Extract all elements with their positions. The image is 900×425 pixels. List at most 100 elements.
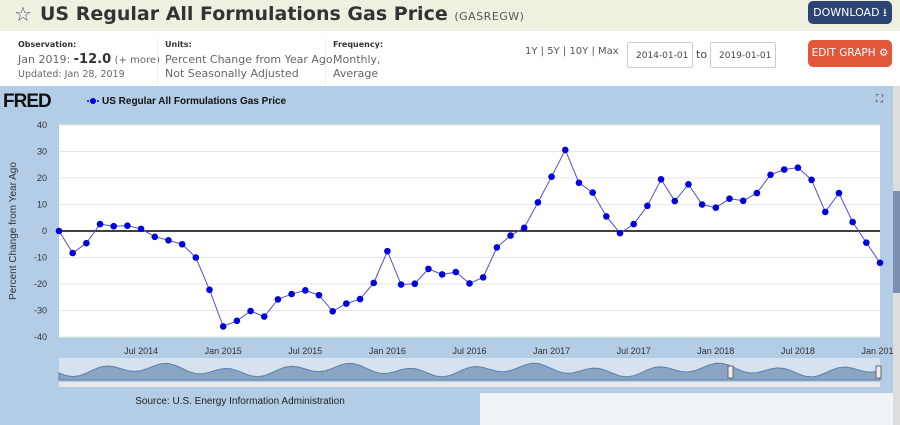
data-point <box>657 176 665 183</box>
data-point <box>219 323 227 330</box>
star-icon[interactable]: ☆ <box>14 2 32 26</box>
divider <box>157 38 158 83</box>
legend-item[interactable]: US Regular All Formulations Gas Price <box>90 96 286 107</box>
range-5y[interactable]: 5Y <box>547 46 560 57</box>
data-point <box>329 307 336 315</box>
data-point <box>644 202 651 210</box>
navigator-handle-left[interactable] <box>727 365 734 379</box>
data-point <box>808 176 815 184</box>
data-point <box>534 199 542 206</box>
range-max[interactable]: Max <box>598 46 619 57</box>
navigator-handle-right[interactable] <box>875 365 882 379</box>
data-point <box>876 259 884 267</box>
data-point <box>726 195 733 202</box>
data-point <box>739 197 747 205</box>
y-tick-label: 30 <box>37 147 47 157</box>
data-point <box>548 173 555 180</box>
data-point <box>274 296 282 303</box>
scrollbar-thumb[interactable] <box>893 191 900 293</box>
range-1y[interactable]: 1Y <box>525 46 538 57</box>
data-point <box>384 247 391 255</box>
data-point <box>671 197 679 205</box>
data-point <box>69 249 76 257</box>
data-point <box>165 236 172 244</box>
data-point <box>835 189 843 197</box>
source-note: Source: U.S. Energy Information Administ… <box>0 393 480 425</box>
data-point <box>561 146 569 154</box>
data-point <box>137 225 145 233</box>
data-point <box>616 229 624 237</box>
data-point <box>438 271 446 278</box>
download-button[interactable]: DOWNLOAD ⭳ <box>808 1 892 24</box>
data-point <box>794 164 802 171</box>
data-point <box>589 189 596 196</box>
data-point <box>110 222 118 230</box>
data-point <box>520 224 528 232</box>
data-point <box>507 232 514 239</box>
data-point <box>356 295 364 303</box>
y-tick-label: -30 <box>34 306 47 316</box>
data-point <box>288 290 295 298</box>
data-point <box>96 220 104 228</box>
x-tick-label: Jul 2018 <box>781 346 815 356</box>
navigator-scrollbar[interactable] <box>59 382 880 387</box>
navigator-series <box>58 362 881 381</box>
data-point <box>302 287 309 294</box>
data-point <box>452 268 460 276</box>
data-point <box>685 181 692 188</box>
data-point <box>849 218 856 226</box>
end-date-input[interactable]: 2019-01-01 <box>710 42 776 68</box>
data-point <box>753 189 761 197</box>
y-tick-label: -20 <box>34 279 47 289</box>
data-point <box>83 239 90 247</box>
data-point <box>315 291 323 299</box>
fullscreen-icon[interactable]: ⛶ <box>876 94 883 105</box>
data-point <box>479 274 487 281</box>
data-point <box>767 171 774 179</box>
y-axis-label: Percent Change from Year Ago <box>8 162 19 300</box>
x-tick-label: Jan 2017 <box>533 346 570 356</box>
x-tick-label: Jan 2018 <box>697 346 734 356</box>
data-point <box>397 281 405 288</box>
divider <box>325 38 326 83</box>
data-point <box>124 222 131 229</box>
fred-logo: FRED <box>3 91 52 112</box>
x-tick-label: Jul 2017 <box>617 346 651 356</box>
data-point <box>603 213 610 220</box>
x-tick-label: Jan 2019 <box>861 346 893 356</box>
data-point <box>370 279 378 287</box>
line-chart: 40 30 20 10 0 -10 -20 -30 -40 Percent Change from… <box>8 120 893 387</box>
x-tick-label: Jul 2015 <box>288 346 322 356</box>
data-point <box>425 265 432 273</box>
start-date-input[interactable]: 2014-01-01 <box>627 42 693 68</box>
graph-panel: FRED US Regular All Formulations Gas Pri… <box>0 86 893 425</box>
data-point <box>178 240 186 248</box>
data-point <box>780 166 788 173</box>
units-panel: Units: Percent Change from Year Ago, Not… <box>165 40 337 80</box>
data-point <box>206 286 213 294</box>
to-label: to <box>696 48 708 61</box>
more-link[interactable]: (+ more) <box>114 55 160 66</box>
footer-blank <box>480 393 893 425</box>
data-point <box>247 307 254 315</box>
y-tick-label: -40 <box>34 332 47 342</box>
x-tick-label: Jan 2016 <box>369 346 406 356</box>
data-point <box>233 317 241 325</box>
data-point <box>411 280 419 288</box>
page-title: US Regular All Formulations Gas Price (G… <box>40 3 525 25</box>
y-tick-label: 20 <box>37 173 47 183</box>
edit-graph-button[interactable]: EDIT GRAPH ⚙ <box>808 40 892 67</box>
data-point <box>863 239 870 246</box>
range-10y[interactable]: 10Y <box>569 46 589 57</box>
page-scrollbar[interactable] <box>893 86 900 425</box>
data-point <box>821 208 829 216</box>
data-point <box>55 227 63 235</box>
y-tick-label: 10 <box>37 200 47 210</box>
data-point <box>630 220 637 228</box>
data-point <box>260 313 268 320</box>
x-tick-label: Jan 2015 <box>205 346 242 356</box>
range-selector: 1Y | 5Y | 10Y | Max <box>525 46 619 57</box>
series-id: (GASREGW) <box>454 10 525 23</box>
data-point <box>343 300 350 307</box>
legend-marker-icon <box>90 98 96 104</box>
